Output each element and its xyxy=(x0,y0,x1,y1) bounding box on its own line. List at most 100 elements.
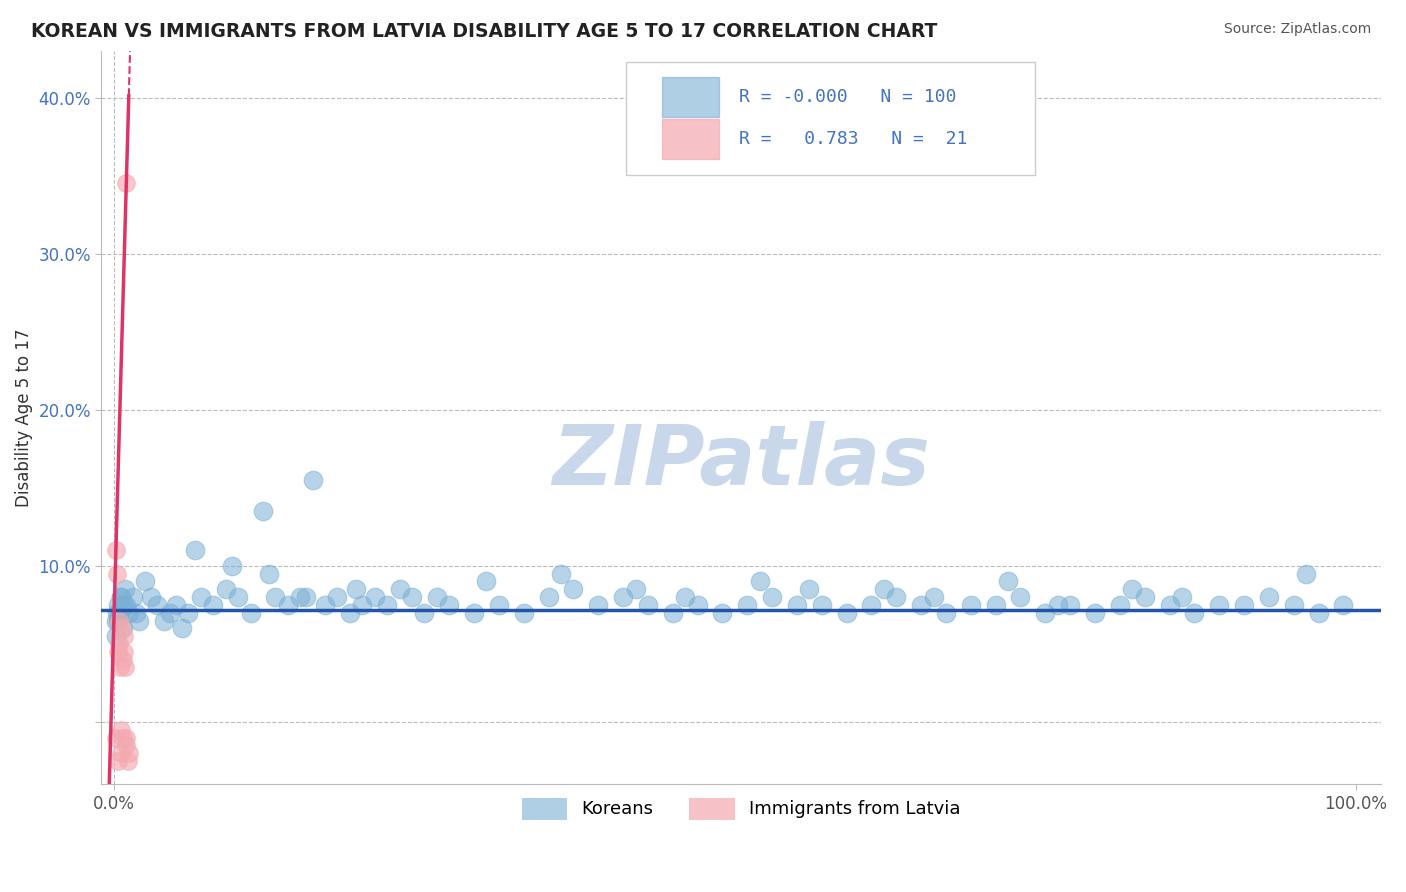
Point xyxy=(388,582,411,597)
Point xyxy=(1033,606,1056,620)
Point xyxy=(105,731,128,745)
Point xyxy=(114,582,136,597)
Point xyxy=(401,590,423,604)
Point xyxy=(125,606,148,620)
Point xyxy=(107,598,129,612)
Point xyxy=(295,590,318,604)
Point xyxy=(935,606,957,620)
FancyBboxPatch shape xyxy=(626,62,1035,176)
Point xyxy=(873,582,896,597)
Point xyxy=(128,614,150,628)
Point xyxy=(239,606,262,620)
Point xyxy=(1282,598,1305,612)
Point xyxy=(860,598,883,612)
Point xyxy=(105,606,128,620)
Point xyxy=(1171,590,1194,604)
Point xyxy=(117,754,139,768)
Point xyxy=(110,590,132,604)
Point xyxy=(761,590,783,604)
Point xyxy=(922,590,945,604)
Point xyxy=(537,590,560,604)
Point xyxy=(110,590,132,604)
Point xyxy=(190,590,212,604)
Point xyxy=(1133,590,1156,604)
Point xyxy=(110,746,132,760)
Point xyxy=(637,598,659,612)
Point xyxy=(104,614,127,628)
Point xyxy=(104,543,127,558)
Point xyxy=(550,566,572,581)
Text: Source: ZipAtlas.com: Source: ZipAtlas.com xyxy=(1223,22,1371,37)
Point xyxy=(114,645,136,659)
Point xyxy=(111,621,134,635)
Point xyxy=(352,598,374,612)
Point xyxy=(835,606,858,620)
Point xyxy=(339,606,361,620)
Point xyxy=(884,590,907,604)
Point xyxy=(661,606,683,620)
Point xyxy=(112,629,135,643)
Point xyxy=(1059,598,1081,612)
Point xyxy=(257,566,280,581)
Point xyxy=(202,598,225,612)
Point xyxy=(105,629,128,643)
Point xyxy=(686,598,709,612)
Point xyxy=(288,590,311,604)
Point xyxy=(252,504,274,518)
Point xyxy=(1295,566,1317,581)
Point xyxy=(107,614,129,628)
Point xyxy=(1046,598,1069,612)
Point xyxy=(786,598,808,612)
Point xyxy=(910,598,932,612)
Point xyxy=(114,660,136,674)
Point xyxy=(121,590,143,604)
Point xyxy=(111,598,134,612)
Point xyxy=(326,590,349,604)
Y-axis label: Disability Age 5 to 17: Disability Age 5 to 17 xyxy=(15,328,32,507)
Point xyxy=(108,637,131,651)
Point xyxy=(277,598,299,612)
Point xyxy=(624,582,647,597)
Point xyxy=(177,606,200,620)
Text: R =   0.783   N =  21: R = 0.783 N = 21 xyxy=(738,129,967,148)
Point xyxy=(512,606,534,620)
Bar xyxy=(662,77,720,117)
Point xyxy=(1257,590,1279,604)
Point xyxy=(1010,590,1032,604)
Point xyxy=(221,558,243,573)
Point xyxy=(314,598,336,612)
Point xyxy=(141,590,163,604)
Point xyxy=(586,598,609,612)
Point xyxy=(997,574,1019,589)
Point xyxy=(748,574,770,589)
Point xyxy=(112,652,135,666)
Point xyxy=(226,590,249,604)
Point xyxy=(1208,598,1230,612)
Point xyxy=(152,614,174,628)
Point xyxy=(1159,598,1181,612)
Point xyxy=(108,606,131,620)
Point xyxy=(107,645,129,659)
Point xyxy=(118,606,141,620)
Point xyxy=(612,590,634,604)
Point xyxy=(115,177,138,191)
Point xyxy=(1233,598,1256,612)
Point xyxy=(437,598,460,612)
Point xyxy=(562,582,585,597)
Point xyxy=(1108,598,1130,612)
Point xyxy=(111,731,134,745)
Point xyxy=(172,621,194,635)
Text: R = -0.000   N = 100: R = -0.000 N = 100 xyxy=(738,88,956,106)
Point xyxy=(215,582,238,597)
Point xyxy=(108,606,131,620)
Point xyxy=(1182,606,1205,620)
Point xyxy=(413,606,436,620)
Point xyxy=(165,598,187,612)
Point xyxy=(463,606,485,620)
Point xyxy=(159,606,181,620)
Point xyxy=(146,598,169,612)
Point xyxy=(183,543,205,558)
Point xyxy=(426,590,449,604)
Point xyxy=(112,598,135,612)
Point xyxy=(107,754,129,768)
